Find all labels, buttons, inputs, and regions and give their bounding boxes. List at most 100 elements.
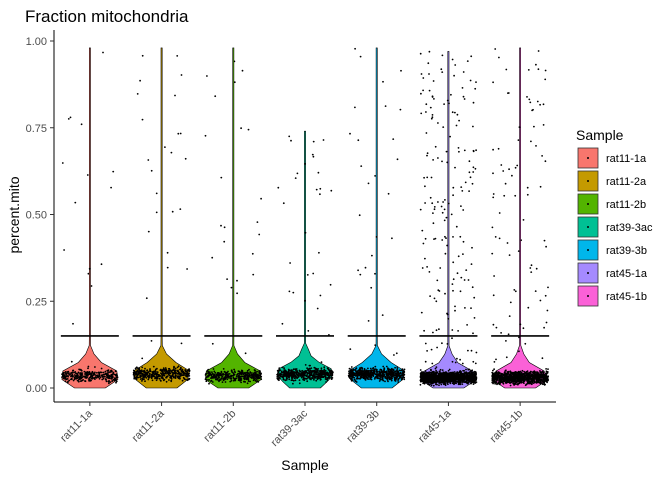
data-point	[426, 132, 428, 134]
data-point	[80, 378, 82, 380]
data-point	[425, 343, 427, 345]
data-point	[324, 371, 326, 373]
data-point	[168, 379, 170, 381]
data-point	[172, 211, 174, 213]
data-point	[151, 170, 153, 172]
data-point	[512, 380, 514, 382]
data-point	[492, 172, 494, 174]
data-point	[518, 139, 520, 141]
data-point	[78, 381, 80, 383]
data-point	[545, 70, 547, 72]
data-point	[541, 375, 543, 377]
data-point	[82, 379, 84, 381]
data-point	[432, 212, 434, 214]
data-point	[243, 381, 245, 383]
data-point	[404, 369, 406, 371]
data-point	[373, 371, 375, 373]
data-point	[292, 383, 294, 385]
data-point	[437, 379, 439, 381]
data-point	[470, 307, 472, 309]
data-point	[517, 381, 519, 383]
data-point	[295, 177, 297, 179]
data-point	[174, 375, 176, 377]
data-point	[382, 372, 384, 374]
data-point	[441, 71, 443, 73]
data-point	[471, 369, 473, 371]
data-point	[423, 376, 425, 378]
data-point	[495, 359, 497, 361]
data-point	[258, 375, 260, 377]
data-point	[396, 352, 398, 354]
data-point	[500, 332, 502, 334]
data-point	[392, 138, 394, 140]
data-point	[356, 372, 358, 374]
data-point	[181, 370, 183, 372]
data-point	[374, 344, 376, 346]
data-point	[91, 285, 93, 287]
data-point	[545, 372, 547, 374]
data-point	[435, 238, 437, 240]
data-point	[420, 384, 422, 386]
data-point	[508, 168, 510, 170]
chart-title: Fraction mitochondria	[25, 7, 189, 26]
data-point	[426, 177, 428, 179]
data-point	[328, 376, 330, 378]
data-point	[184, 378, 186, 380]
data-point	[436, 366, 438, 368]
data-point	[457, 380, 459, 382]
data-point	[542, 383, 544, 385]
data-point	[67, 382, 69, 384]
data-point	[545, 295, 547, 297]
data-point	[425, 370, 427, 372]
data-point	[84, 380, 86, 382]
data-point	[431, 381, 433, 383]
data-point	[529, 102, 531, 104]
data-point	[434, 208, 436, 210]
data-point	[240, 382, 242, 384]
data-point	[432, 159, 434, 161]
data-point	[513, 289, 515, 291]
data-point	[101, 368, 103, 370]
data-point	[107, 371, 109, 373]
data-point	[510, 302, 512, 304]
data-point	[452, 111, 454, 113]
data-point	[475, 149, 477, 151]
data-point	[240, 378, 242, 380]
data-point	[448, 103, 450, 105]
data-point	[317, 378, 319, 380]
data-point	[133, 373, 135, 375]
data-point	[80, 369, 82, 371]
data-point	[544, 240, 546, 242]
data-point	[80, 372, 82, 374]
data-point	[364, 368, 366, 370]
data-point	[63, 374, 65, 376]
data-point	[456, 226, 458, 228]
data-point	[434, 377, 436, 379]
data-point	[442, 201, 444, 203]
data-point	[68, 118, 70, 120]
data-point	[169, 377, 171, 379]
data-point	[380, 369, 382, 371]
data-point	[359, 367, 361, 369]
data-point	[444, 383, 446, 385]
data-point	[315, 371, 317, 373]
data-point	[444, 293, 446, 295]
data-point	[368, 183, 370, 185]
data-point	[543, 327, 545, 329]
data-point	[391, 377, 393, 379]
data-point	[106, 370, 108, 372]
data-point	[472, 372, 474, 374]
data-point	[426, 381, 428, 383]
violin-group	[491, 48, 549, 388]
data-point	[137, 374, 139, 376]
data-point	[323, 366, 325, 368]
data-point	[544, 384, 546, 386]
data-point	[65, 380, 67, 382]
data-point	[157, 371, 159, 373]
data-point	[223, 368, 225, 370]
data-point	[547, 376, 549, 378]
data-point	[88, 273, 90, 275]
data-point	[392, 369, 394, 371]
data-point	[544, 79, 546, 81]
data-point	[475, 382, 477, 384]
